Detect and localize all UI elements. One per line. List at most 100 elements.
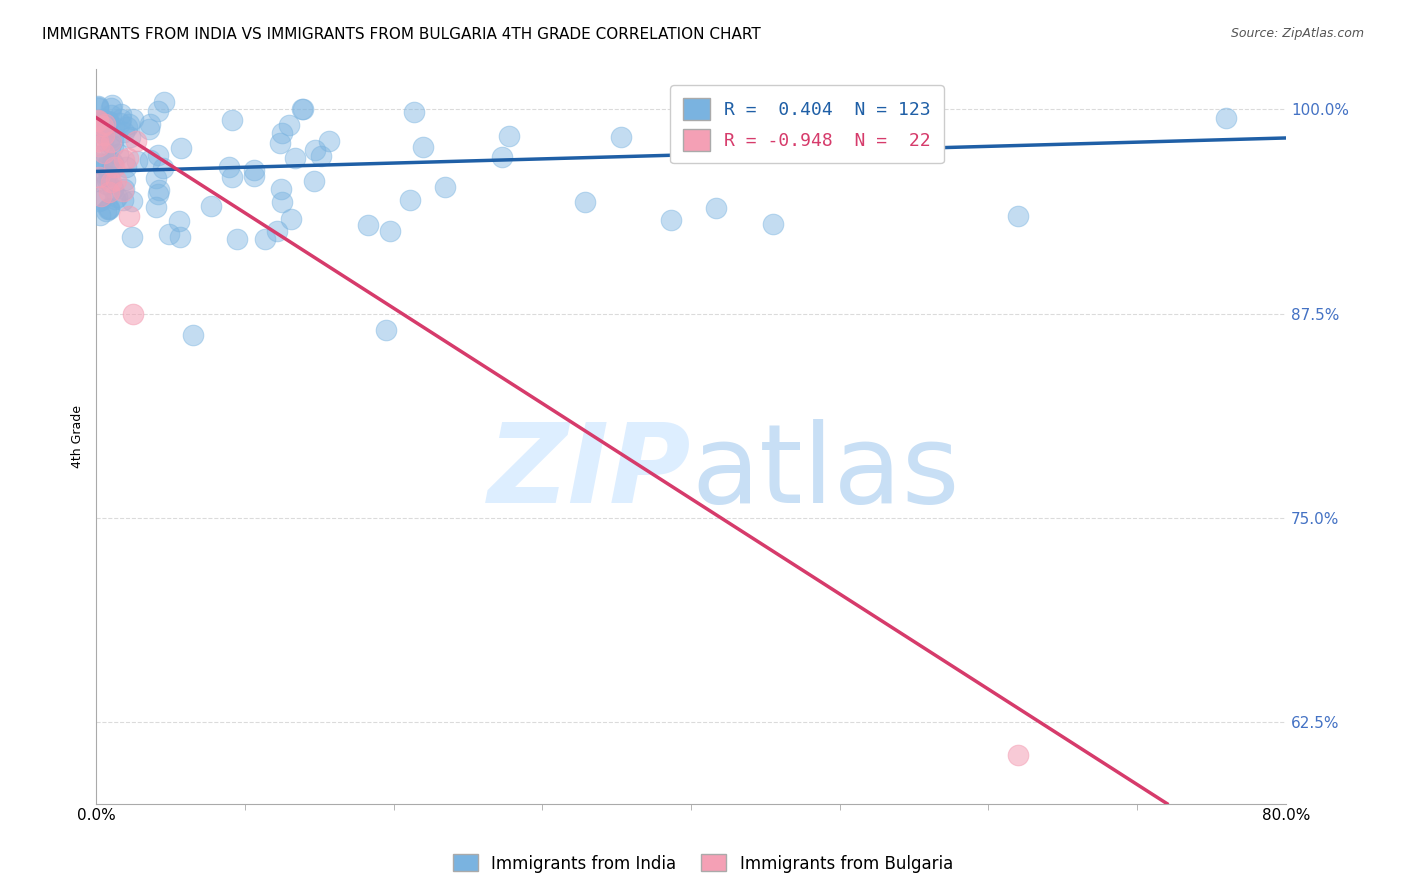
Point	[304, 143, 326, 157]
Point	[309, 149, 332, 163]
Point	[659, 212, 682, 227]
Point	[86, 174, 108, 188]
Point	[98, 140, 121, 154]
Point	[399, 193, 422, 207]
Point	[710, 142, 733, 156]
Point	[96, 177, 118, 191]
Point	[169, 229, 191, 244]
Point	[104, 192, 127, 206]
Point	[111, 194, 134, 208]
Point	[97, 202, 120, 217]
Point	[111, 184, 134, 198]
Point	[218, 160, 240, 174]
Point	[1007, 209, 1029, 223]
Point	[148, 104, 170, 119]
Point	[103, 160, 125, 174]
Point	[226, 232, 249, 246]
Point	[114, 173, 136, 187]
Point	[402, 104, 425, 119]
Legend: Immigrants from India, Immigrants from Bulgaria: Immigrants from India, Immigrants from B…	[446, 847, 960, 880]
Point	[291, 103, 314, 117]
Point	[200, 199, 222, 213]
Point	[100, 98, 122, 112]
Point	[93, 124, 115, 138]
Point	[100, 154, 122, 169]
Point	[100, 108, 122, 122]
Point	[221, 170, 243, 185]
Point	[118, 209, 141, 223]
Point	[148, 187, 170, 202]
Point	[112, 182, 135, 196]
Point	[1215, 111, 1237, 125]
Point	[498, 128, 520, 143]
Point	[97, 113, 120, 128]
Point	[94, 168, 117, 182]
Point	[280, 212, 302, 227]
Point	[167, 214, 190, 228]
Point	[100, 135, 122, 149]
Point	[271, 195, 294, 210]
Point	[86, 155, 108, 169]
Point	[117, 151, 139, 165]
Point	[90, 189, 112, 203]
Point	[87, 169, 110, 184]
Point	[89, 138, 111, 153]
Point	[138, 118, 160, 132]
Point	[103, 181, 125, 195]
Point	[243, 169, 266, 184]
Point	[87, 112, 110, 127]
Point	[762, 217, 785, 231]
Point	[93, 119, 115, 133]
Point	[125, 154, 148, 169]
Point	[284, 151, 307, 165]
Point	[87, 99, 110, 113]
Point	[125, 134, 148, 148]
Point	[304, 174, 326, 188]
Point	[266, 224, 288, 238]
Point	[110, 107, 132, 121]
Point	[152, 161, 174, 175]
Point	[378, 225, 401, 239]
Point	[118, 117, 141, 131]
Point	[278, 118, 301, 132]
Point	[138, 121, 160, 136]
Point	[115, 120, 138, 134]
Point	[90, 157, 112, 171]
Point	[96, 203, 118, 218]
Point	[97, 185, 120, 199]
Point	[170, 141, 193, 155]
Point	[86, 101, 108, 115]
Point	[108, 115, 131, 129]
Y-axis label: 4th Grade: 4th Grade	[72, 405, 84, 467]
Point	[93, 127, 115, 141]
Point	[153, 95, 176, 110]
Point	[115, 161, 138, 175]
Point	[318, 134, 340, 148]
Point	[1007, 747, 1029, 762]
Point	[100, 175, 122, 189]
Point	[181, 327, 204, 342]
Point	[93, 145, 115, 160]
Point	[112, 153, 135, 168]
Point	[375, 323, 398, 337]
Point	[96, 160, 118, 174]
Point	[110, 112, 132, 127]
Point	[271, 126, 294, 140]
Point	[96, 173, 118, 187]
Point	[100, 101, 122, 115]
Point	[105, 189, 128, 203]
Point	[91, 112, 114, 126]
Point	[121, 229, 143, 244]
Point	[98, 169, 121, 184]
Point	[97, 114, 120, 128]
Point	[86, 134, 108, 148]
Point	[704, 201, 727, 215]
Point	[107, 146, 129, 161]
Point	[97, 202, 120, 217]
Point	[270, 182, 292, 196]
Point	[148, 183, 170, 197]
Point	[98, 201, 121, 215]
Point	[269, 136, 291, 151]
Point	[412, 139, 434, 153]
Point	[221, 112, 243, 127]
